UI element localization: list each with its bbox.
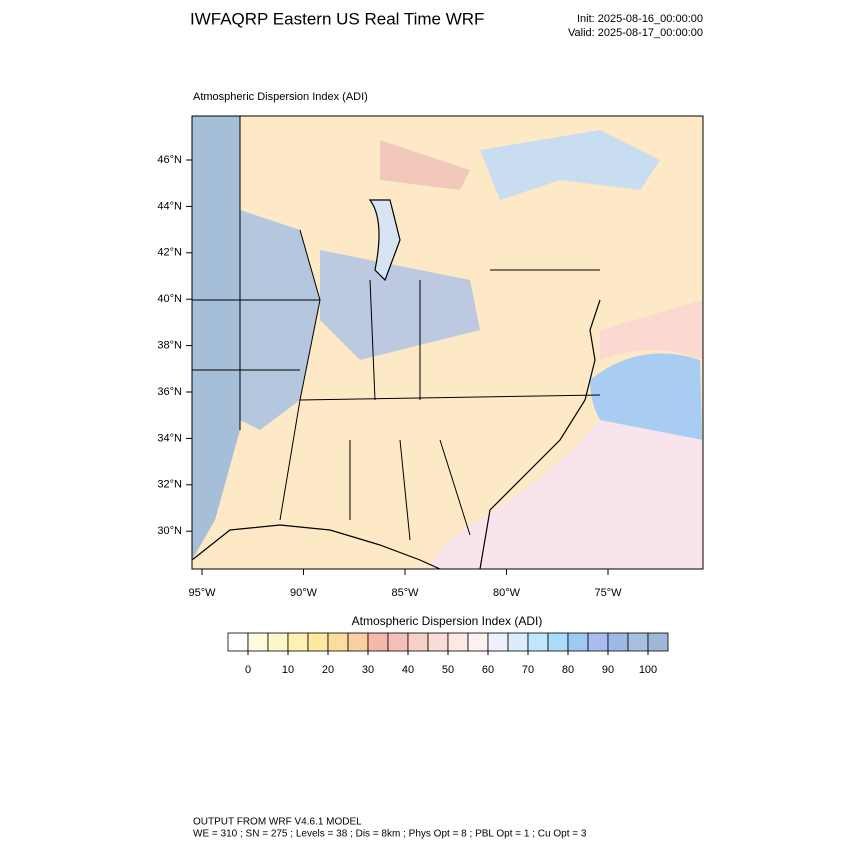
lat-tick-label: 44°N: [157, 200, 182, 212]
lat-tick-label: 40°N: [157, 293, 182, 305]
colorbar-swatch: [327, 632, 349, 652]
title: IWFAQRP Eastern US Real Time WRF: [190, 9, 484, 28]
colorbar-swatch: [547, 632, 569, 652]
colorbar-swatch: [527, 632, 549, 652]
colorbar-tick-label: 30: [362, 664, 374, 676]
colorbar-swatch: [567, 632, 589, 652]
colorbar-swatch: [647, 632, 669, 652]
colorbar-swatch: [267, 632, 289, 652]
colorbar-tick-label: 100: [639, 664, 657, 676]
adi-ocean-mid: [600, 300, 703, 360]
footer-line: WE = 310 ; SN = 275 ; Levels = 38 ; Dis …: [193, 829, 587, 840]
colorbar-swatch: [287, 632, 309, 652]
lat-tick-label: 32°N: [157, 479, 182, 491]
lat-tick-label: 38°N: [157, 340, 182, 352]
lat-tick-label: 30°N: [157, 525, 182, 537]
lon-tick-label: 95°W: [188, 587, 216, 599]
footer-line: OUTPUT FROM WRF V4.6.1 MODEL: [193, 817, 362, 828]
lon-tick-label: 85°W: [391, 587, 419, 599]
lon-tick-label: 90°W: [290, 587, 318, 599]
colorbar-swatch: [407, 632, 429, 652]
map: [191, 115, 704, 570]
colorbar-swatch: [427, 632, 449, 652]
init-time: Init: 2025-08-16_00:00:00: [577, 13, 703, 25]
valid-time: Valid: 2025-08-17_00:00:00: [568, 27, 703, 39]
colorbar-swatch: [447, 632, 469, 652]
adi-ocean-south: [430, 420, 703, 569]
lat-tick-label: 34°N: [157, 432, 182, 444]
map-subtitle: Atmospheric Dispersion Index (ADI): [193, 91, 368, 103]
gulf-coast: [192, 524, 441, 569]
lake-michigan: [368, 199, 401, 282]
colorbar-title: Atmospheric Dispersion Index (ADI): [352, 614, 543, 628]
colorbar-swatch: [347, 632, 369, 652]
colorbar-tick-label: 20: [322, 664, 334, 676]
colorbar-tick-label: 0: [245, 664, 251, 676]
state-borders: [192, 116, 601, 541]
colorbar-swatch: [607, 632, 629, 652]
colorbar-swatch: [367, 632, 389, 652]
colorbar-swatch: [307, 632, 329, 652]
map-frame: [191, 115, 704, 570]
colorbar-swatch: [627, 632, 649, 652]
colorbar-tick-label: 10: [282, 664, 294, 676]
adi-high-region: [320, 250, 480, 360]
lat-tick-label: 36°N: [157, 386, 182, 398]
colorbar-tick-label: 70: [522, 664, 534, 676]
colorbar-swatch: [507, 632, 529, 652]
lon-tick-label: 75°W: [594, 587, 622, 599]
colorbar-tick-label: 90: [602, 664, 614, 676]
adi-high-region: [240, 210, 320, 430]
colorbar-tick-label: 80: [562, 664, 574, 676]
colorbar-swatch: [387, 632, 409, 652]
colorbar-swatch: [227, 632, 249, 652]
colorbar-tick-label: 50: [442, 664, 454, 676]
colorbar-swatch: [587, 632, 609, 652]
adi-mid-region: [380, 140, 470, 190]
lat-tick-label: 46°N: [157, 154, 182, 166]
adi-high-west: [192, 116, 240, 560]
adi-lake-region: [480, 130, 660, 200]
coastline: [479, 299, 601, 569]
colorbar-tick-label: 40: [402, 664, 414, 676]
lon-tick-label: 80°W: [493, 587, 521, 599]
lat-tick-label: 42°N: [157, 247, 182, 259]
colorbar-swatch: [247, 632, 269, 652]
colorbar-swatch: [487, 632, 509, 652]
colorbar-swatch: [467, 632, 489, 652]
colorbar-tick-label: 60: [482, 664, 494, 676]
